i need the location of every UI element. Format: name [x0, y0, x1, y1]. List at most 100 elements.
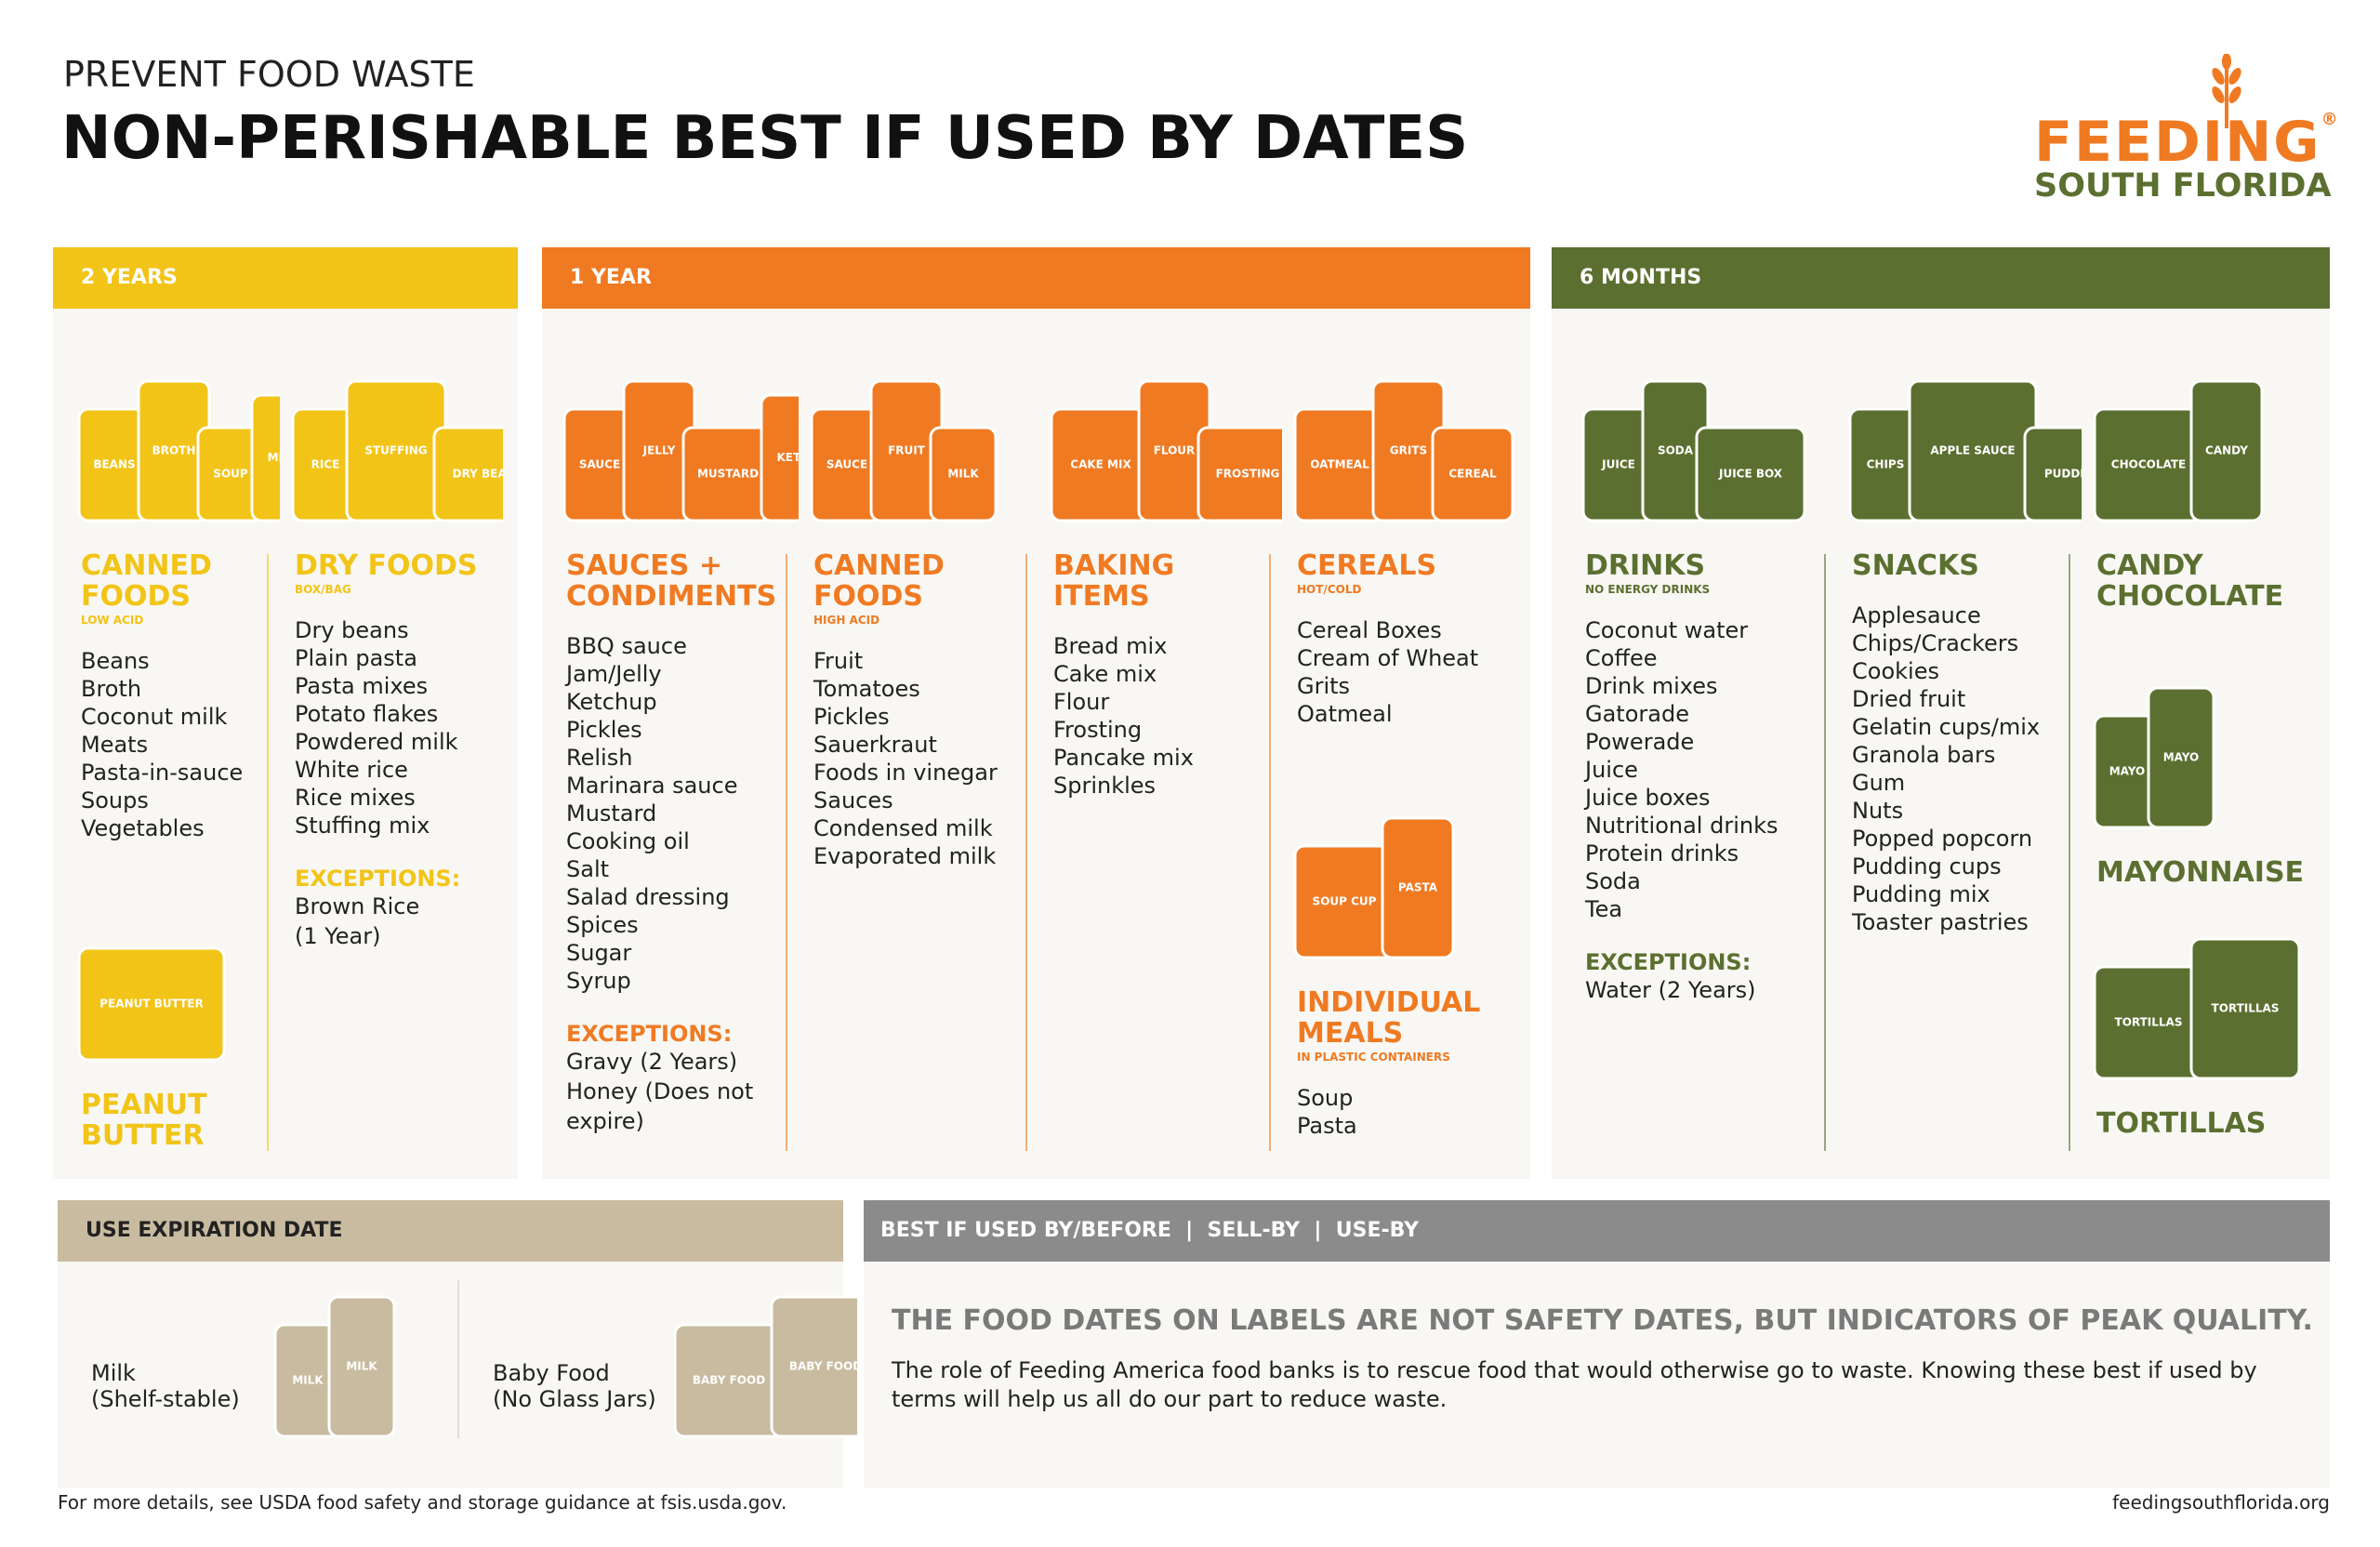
group-title: MAYONNAISE	[2096, 856, 2305, 889]
item: Grits	[1297, 673, 1351, 699]
best-if-heading: BEST IF USED BY/BEFORE | SELL-BY | USE-B…	[864, 1200, 2330, 1262]
group-title: DRINKS	[1585, 549, 1706, 582]
icon-group: CHOCOLATE CANDY	[2093, 379, 2264, 522]
item: Pasta mixes	[295, 673, 429, 699]
item: Juice	[1585, 757, 1638, 783]
group-subtitle: BOX/BAG	[295, 583, 351, 596]
icon-box: MAYO MAYO	[2093, 666, 2311, 852]
food-group: MAYO MAYO MAYONNAISE	[2093, 666, 2311, 889]
item: Powerade	[1585, 729, 1695, 755]
exception: Honey (Does not	[566, 1078, 754, 1104]
icon-label: MAYO	[2163, 751, 2200, 764]
best-if-panel: BEST IF USED BY/BEFORE | SELL-BY | USE-B…	[864, 1200, 2330, 1488]
group-subtitle: HIGH ACID	[813, 614, 880, 627]
item: Mustard	[566, 800, 657, 826]
icon-label: GRITS	[1390, 444, 1427, 457]
icon-group: MAYO MAYO	[2093, 686, 2215, 829]
item: Frosting	[1053, 717, 1143, 743]
item-list: Dry beans Plain pasta Pasta mixes Potato fl…	[295, 616, 499, 840]
logo-south-florida: SOUTH FLORIDA	[2034, 167, 2332, 205]
item: Jam/Jelly	[566, 661, 662, 687]
icon: MEAT	[250, 393, 280, 522]
item: Pickles	[813, 704, 890, 730]
icon-group: TORTILLAS TORTILLAS	[2093, 937, 2301, 1080]
food-group: CAKE MIX FLOUR FROSTING BAKING ITEMS Bread m…	[1050, 359, 1282, 800]
exceptions-label: EXCEPTIONS:	[566, 1021, 733, 1047]
icon-label: DRY BEANS	[453, 468, 503, 481]
item: Plain pasta	[295, 645, 417, 671]
group-title: CEREALS	[1297, 549, 1437, 582]
icon-label: JUICE BOX	[1718, 468, 1783, 481]
icon-label: FRUIT	[888, 444, 926, 457]
icon-group: SAUCE JELLY MUSTARD KETCHUP	[562, 379, 799, 522]
exception: Gravy (2 Years)	[566, 1049, 738, 1075]
icon-box: JUICE SODA JUICE BOX	[1581, 359, 1833, 545]
icon: CANDY	[2189, 379, 2264, 522]
group-subtitle: NO ENERGY DRINKS	[1585, 583, 1711, 596]
icon: SODA	[1641, 379, 1710, 522]
icon-box: BEANS BROTH SOUP MEAT	[77, 359, 280, 545]
icon-label: MAYO	[2109, 765, 2146, 778]
item: Powdered milk	[295, 729, 458, 755]
icon-label: PASTA	[1398, 881, 1438, 894]
icon: FROSTING	[1197, 426, 1282, 522]
section-heading: 1 YEAR	[542, 247, 1530, 309]
icon-shape	[2147, 686, 2215, 829]
icon-shape	[2023, 426, 2082, 522]
item: Salt	[566, 856, 610, 882]
item: Condensed milk	[813, 815, 993, 841]
icon-label: MILK	[292, 1374, 324, 1387]
item: Dry beans	[295, 617, 409, 643]
icon-box: CAKE MIX FLOUR FROSTING	[1050, 359, 1282, 545]
icon-label: CEREAL	[1448, 468, 1497, 481]
icon-shape	[327, 1295, 396, 1438]
icon-shape	[2189, 937, 2301, 1080]
icon: MILK	[929, 426, 998, 522]
item: Juice boxes	[1585, 785, 1711, 811]
item: Salad dressing	[566, 884, 730, 910]
icon: TORTILLAS	[2093, 965, 2204, 1080]
divider	[1025, 554, 1027, 1151]
item: Pancake mix	[1053, 745, 1194, 771]
footer-left: For more details, see USDA food safety a…	[58, 1491, 787, 1514]
icon-label: FROSTING	[1216, 468, 1280, 481]
icon: PUDDING CUP	[2023, 426, 2082, 522]
icon: TORTILLAS	[2189, 937, 2301, 1080]
body-text: The role of Feeding America food banks i…	[892, 1357, 2257, 1412]
exception: expire)	[566, 1108, 644, 1134]
item: Nuts	[1852, 798, 1904, 824]
subtitle: PREVENT FOOD WASTE	[63, 54, 475, 95]
icon: DRY BEANS	[432, 426, 503, 522]
divider	[267, 554, 269, 1151]
item: Tea	[1585, 896, 1623, 922]
column: CAKE MIX FLOUR FROSTING BAKING ITEMS Bread m…	[1050, 247, 1282, 1179]
food-group: TORTILLAS TORTILLAS TORTILLAS	[2093, 917, 2311, 1140]
icon-label: MILK	[947, 468, 979, 481]
column: SAUCE JELLY MUSTARD KETCHUP SAUCES + CONDIME…	[562, 247, 799, 1179]
expiration-item: Baby Food (No Glass Jars)	[493, 1360, 656, 1412]
icon-shape	[929, 426, 998, 522]
icon-shape	[760, 393, 799, 522]
icon: APPLE SAUCE	[1908, 379, 2038, 522]
icon-label: RICE	[311, 458, 340, 471]
icon-label: MUSTARD	[697, 468, 759, 481]
icon: FLOUR	[1137, 379, 1211, 522]
group-title: TORTILLAS	[2096, 1107, 2267, 1140]
item: Drink mixes	[1585, 673, 1718, 699]
item: Oatmeal	[1297, 701, 1393, 727]
icon-label: BROTH	[152, 444, 196, 457]
icon-shape	[1197, 426, 1282, 522]
group-title: SNACKS	[1852, 549, 1979, 582]
item-line: Milk	[91, 1360, 136, 1386]
icon: KETCHUP	[760, 393, 799, 522]
icon-box: CHOCOLATE CANDY	[2093, 359, 2311, 545]
icon-label: SODA	[1658, 444, 1694, 457]
icon-box: TORTILLAS TORTILLAS	[2093, 917, 2311, 1103]
item-line: Baby Food	[493, 1360, 610, 1386]
item: Meats	[81, 732, 149, 758]
item: Applesauce	[1852, 602, 1981, 628]
